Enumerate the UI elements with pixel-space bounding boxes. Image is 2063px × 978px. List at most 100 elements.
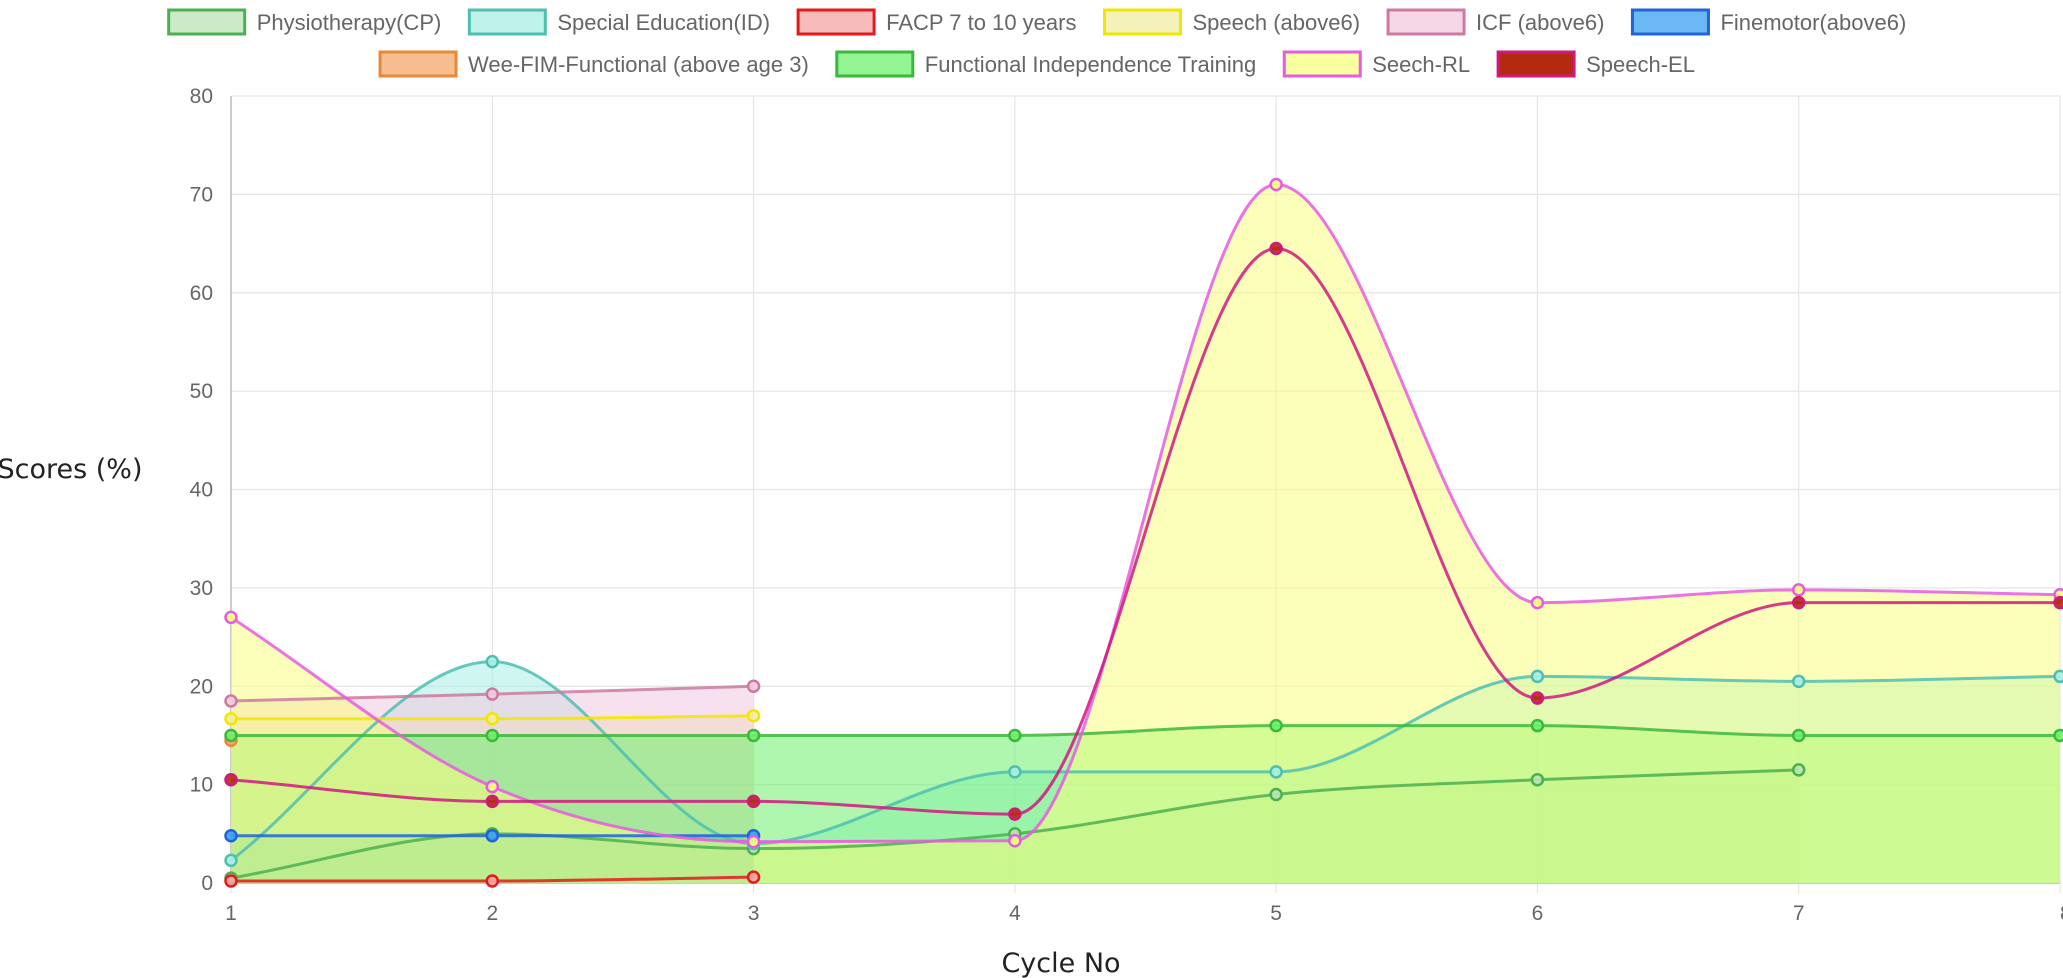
legend-swatch <box>835 50 915 78</box>
legend-item-special-education-id[interactable]: Special Education(ID) <box>467 8 770 36</box>
legend-label: Seech-RL <box>1372 52 1470 77</box>
data-point-finemotor-above6[interactable] <box>224 829 238 843</box>
data-point-special-education-id[interactable] <box>1530 669 1545 684</box>
data-point-facp-7-to-10-years[interactable] <box>485 874 500 888</box>
legend-label: Finemotor(above6) <box>1720 10 1906 35</box>
data-point-speech-el[interactable] <box>746 794 761 809</box>
legend-label: Wee-FIM-Functional (above age 3) <box>468 52 809 77</box>
legend-swatch <box>1630 8 1710 36</box>
x-tick-label: 2 <box>486 902 498 925</box>
data-point-special-education-id[interactable] <box>1791 674 1806 689</box>
legend-label: Special Education(ID) <box>557 10 770 35</box>
x-axis-title: Cycle No <box>1001 948 1120 978</box>
data-point-functional-independence-training[interactable] <box>746 728 761 743</box>
data-point-physiotherapy-cp[interactable] <box>1791 763 1806 777</box>
data-point-speech-el[interactable] <box>1008 807 1022 821</box>
data-point-functional-independence-training[interactable] <box>224 728 238 743</box>
legend: Physiotherapy(CP) Special Education(ID) FA… <box>167 8 1906 78</box>
legend-swatch <box>1102 8 1182 36</box>
data-point-speech-above6[interactable] <box>746 709 761 723</box>
data-point-seech-rl[interactable] <box>746 834 761 849</box>
y-tick-label: 70 <box>190 183 213 206</box>
data-point-physiotherapy-cp[interactable] <box>1530 772 1545 787</box>
legend-item-functional-independence-training[interactable]: Functional Independence Training <box>835 50 1256 78</box>
y-axis-title: Scores (%) <box>0 454 143 485</box>
data-point-facp-7-to-10-years[interactable] <box>746 870 761 884</box>
data-point-special-education-id[interactable] <box>1269 765 1283 779</box>
data-point-physiotherapy-cp[interactable] <box>1269 787 1283 802</box>
x-tick-label: 6 <box>1532 902 1544 925</box>
y-tick-label: 30 <box>190 577 213 600</box>
legend-label: Speech-EL <box>1586 52 1695 77</box>
data-point-speech-el[interactable] <box>1530 691 1545 705</box>
x-tick-label: 3 <box>748 902 760 925</box>
data-point-seech-rl[interactable] <box>1008 833 1022 848</box>
data-point-functional-independence-training[interactable] <box>1791 728 1806 743</box>
data-point-speech-el[interactable] <box>1269 241 1283 256</box>
data-point-speech-el[interactable] <box>224 772 238 787</box>
data-point-icf-above6[interactable] <box>485 687 500 701</box>
data-point-speech-above6[interactable] <box>485 711 500 726</box>
data-point-seech-rl[interactable] <box>1269 177 1283 192</box>
data-point-facp-7-to-10-years[interactable] <box>224 874 238 888</box>
legend-swatch <box>1282 50 1362 78</box>
legend-label: Physiotherapy(CP) <box>257 10 442 35</box>
series-line-special-education-id <box>230 660 2061 862</box>
y-tick-label: 10 <box>190 774 213 797</box>
data-point-seech-rl[interactable] <box>1530 595 1545 610</box>
legend-label: Functional Independence Training <box>925 52 1256 77</box>
data-point-seech-rl[interactable] <box>1791 583 1806 597</box>
data-point-special-education-id[interactable] <box>224 853 238 868</box>
x-tick-label: 7 <box>1793 902 1805 925</box>
x-tick-label: 8 <box>2060 902 2063 925</box>
legend-label: FACP 7 to 10 years <box>886 10 1076 35</box>
legend-item-speech-above6[interactable]: Speech (above6) <box>1102 8 1360 36</box>
series-line-seech-rl <box>230 183 2061 844</box>
legend-item-speech-el[interactable]: Speech-EL <box>1496 50 1695 78</box>
legend-item-icf-above6[interactable]: ICF (above6) <box>1386 8 1604 36</box>
y-tick-label: 20 <box>190 675 213 698</box>
data-point-speech-el[interactable] <box>485 794 500 809</box>
data-point-functional-independence-training[interactable] <box>485 728 500 743</box>
series-line-speech-el <box>230 246 2060 816</box>
data-point-speech-above6[interactable] <box>224 711 238 726</box>
data-point-special-education-id[interactable] <box>2053 669 2063 684</box>
data-point-speech-el[interactable] <box>2053 595 2063 610</box>
legend-item-wee-fim-functional-above-age-3[interactable]: Wee-FIM-Functional (above age 3) <box>378 50 809 78</box>
data-point-functional-independence-training[interactable] <box>1530 718 1545 733</box>
y-tick-label: 60 <box>190 282 213 305</box>
legend-swatch <box>467 8 547 36</box>
data-point-functional-independence-training[interactable] <box>1008 728 1022 743</box>
data-point-functional-independence-training[interactable] <box>2053 728 2063 743</box>
data-point-icf-above6[interactable] <box>224 694 238 708</box>
series-line-functional-independence-training <box>231 724 2060 737</box>
data-point-speech-el[interactable] <box>1791 595 1806 610</box>
x-tick-label: 4 <box>1009 902 1021 925</box>
legend-label: Speech (above6) <box>1192 10 1360 35</box>
legend-item-seech-rl[interactable]: Seech-RL <box>1282 50 1470 78</box>
legend-swatch <box>1496 50 1576 78</box>
legend-item-finemotor-above6[interactable]: Finemotor(above6) <box>1630 8 1906 36</box>
x-tick-label: 5 <box>1270 902 1282 925</box>
data-point-seech-rl[interactable] <box>485 779 500 794</box>
legend-item-physiotherapy-cp[interactable]: Physiotherapy(CP) <box>167 8 442 36</box>
legend-item-facp-7-to-10-years[interactable]: FACP 7 to 10 years <box>796 8 1076 36</box>
data-point-special-education-id[interactable] <box>1008 765 1022 779</box>
data-point-icf-above6[interactable] <box>746 679 761 693</box>
legend-swatch <box>167 8 247 36</box>
y-tick-label: 0 <box>201 872 213 895</box>
data-point-seech-rl[interactable] <box>224 610 238 625</box>
y-tick-label: 50 <box>190 380 213 403</box>
x-tick-label: 1 <box>225 902 237 925</box>
data-point-special-education-id[interactable] <box>485 654 500 669</box>
legend-swatch <box>796 8 876 36</box>
legend-swatch <box>378 50 458 78</box>
axis-ticks: 0 10 20 30 40 50 60 70 80 1 2 3 4 5 6 7 8 <box>190 85 2063 925</box>
series-points <box>224 177 2063 888</box>
data-point-functional-independence-training[interactable] <box>1269 718 1283 733</box>
y-tick-label: 40 <box>190 479 213 502</box>
legend-swatch <box>1386 8 1466 36</box>
data-point-finemotor-above6[interactable] <box>485 829 500 843</box>
